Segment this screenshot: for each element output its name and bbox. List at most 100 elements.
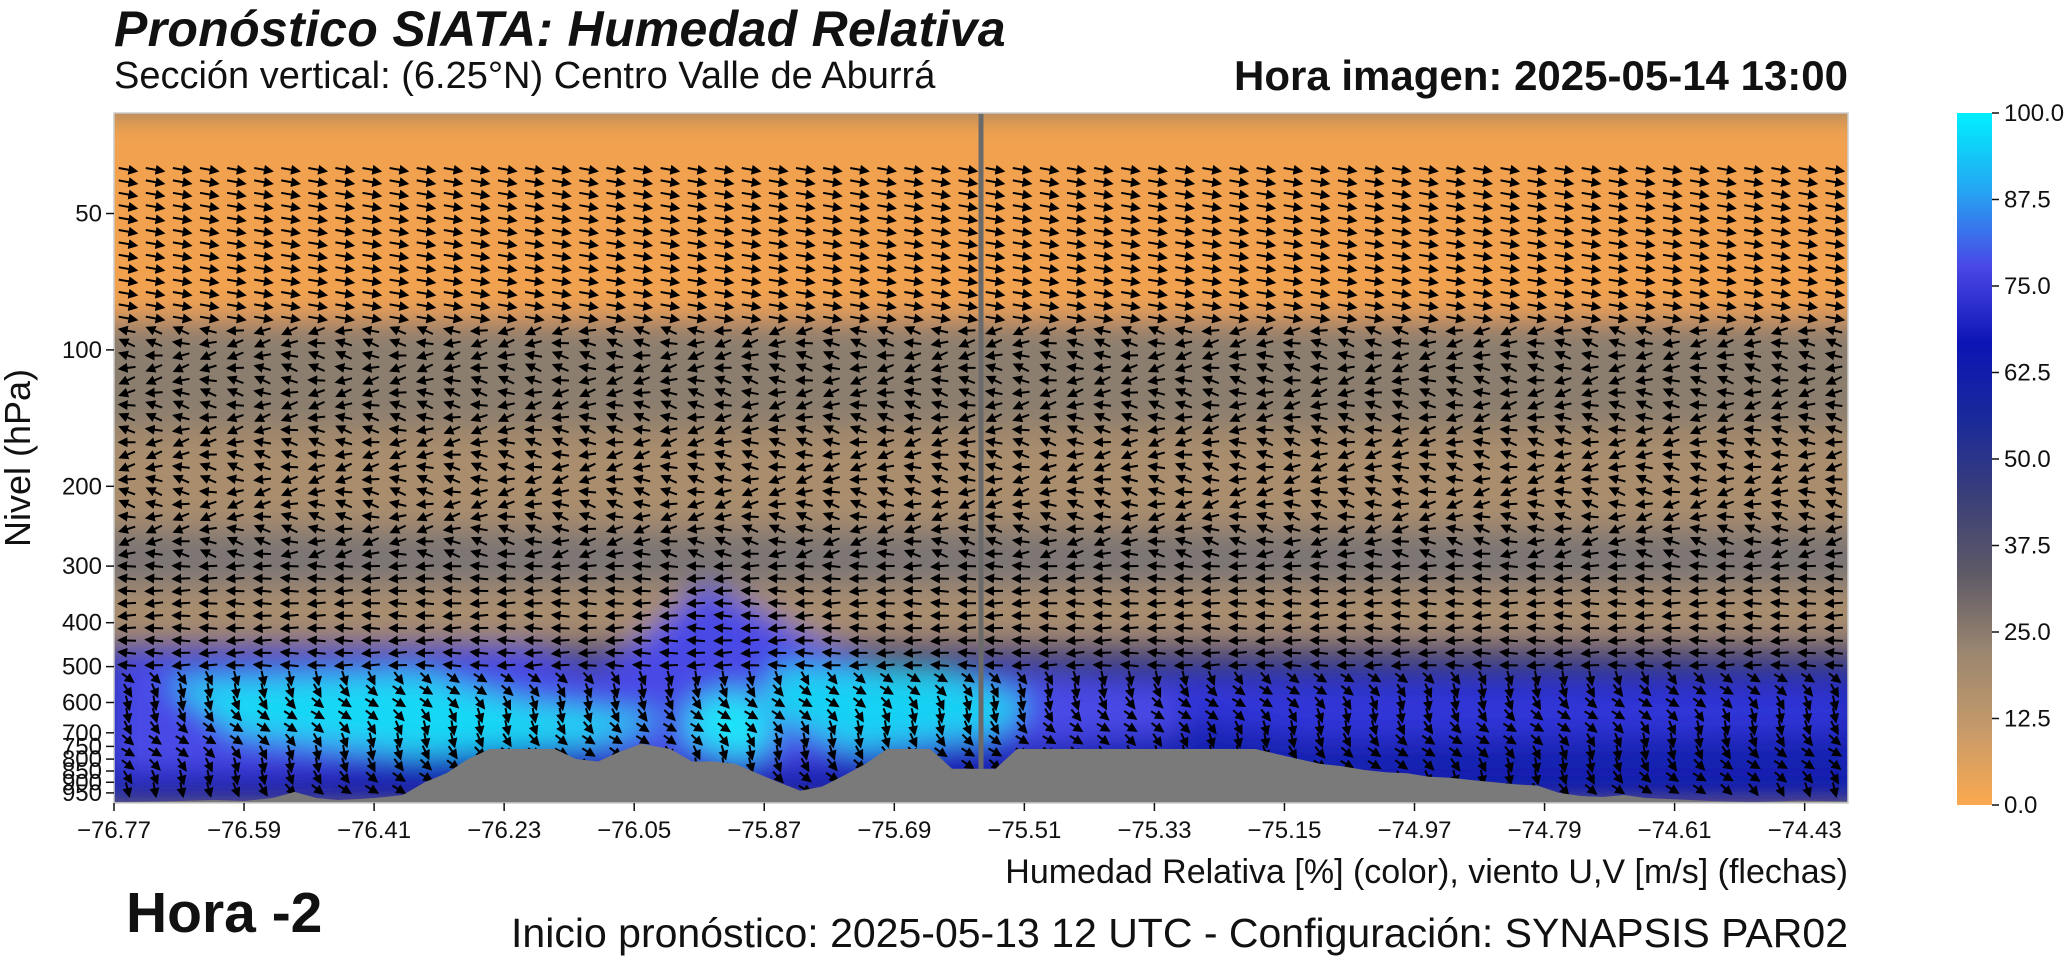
wind-arrow <box>1499 424 1518 435</box>
wind-arrow <box>226 524 244 534</box>
wind-arrow <box>1146 561 1166 572</box>
wind-arrow <box>172 437 190 447</box>
wind-arrow <box>1688 623 1708 634</box>
wind-arrow <box>145 164 166 175</box>
wind-arrow <box>1796 635 1816 646</box>
wind-arrow <box>117 610 137 621</box>
wind-arrow <box>148 747 163 757</box>
wind-arrow <box>1119 635 1139 646</box>
wind-arrow <box>1309 635 1329 646</box>
wind-arrow <box>118 313 139 324</box>
wind-arrow <box>1309 585 1329 596</box>
wind-arrow <box>1363 635 1383 646</box>
wind-arrow <box>254 288 274 299</box>
wind-arrow <box>1092 660 1112 671</box>
wind-arrow <box>118 536 136 546</box>
wind-arrow <box>226 251 247 262</box>
wind-arrow <box>1038 647 1058 658</box>
wind-arrow <box>1255 623 1275 634</box>
wind-arrow <box>145 251 166 262</box>
wind-arrow <box>875 586 895 596</box>
wind-arrow <box>203 670 213 686</box>
wind-arrow <box>118 462 136 472</box>
wind-arrow <box>226 375 244 385</box>
wind-arrow <box>335 288 356 299</box>
wind-arrow <box>1553 325 1572 336</box>
x-tick-label: −75.51 <box>987 817 1061 844</box>
wind-arrow <box>145 536 163 547</box>
wind-arrow <box>176 695 187 712</box>
wind-arrow <box>523 647 543 658</box>
wind-arrow <box>577 660 597 671</box>
wind-arrow <box>172 511 190 522</box>
wind-arrow <box>1824 585 1843 596</box>
wind-arrow <box>334 412 353 423</box>
wind-arrow <box>144 610 164 621</box>
wind-arrow <box>306 561 326 572</box>
wind-arrow <box>308 313 329 324</box>
wind-arrow <box>175 747 190 758</box>
wind-arrow <box>767 561 787 572</box>
wind-arrow <box>605 400 624 411</box>
wind-arrow <box>253 511 272 522</box>
wind-arrow <box>230 769 241 786</box>
wind-arrow <box>253 425 272 435</box>
wind-arrow <box>335 301 356 312</box>
wind-arrow <box>496 660 516 671</box>
wind-arrow <box>281 313 301 324</box>
wind-arrow <box>226 189 247 200</box>
wind-arrow <box>1200 635 1220 646</box>
wind-arrow <box>199 325 217 336</box>
wind-arrow <box>333 623 353 634</box>
wind-arrow <box>199 474 217 485</box>
wind-arrow <box>198 598 218 609</box>
wind-arrow <box>415 499 434 510</box>
wind-arrow <box>1255 573 1275 584</box>
wind-arrow <box>230 695 241 711</box>
wind-arrow <box>254 189 274 200</box>
wind-arrow <box>1417 647 1437 658</box>
wind-arrow <box>226 301 247 312</box>
wind-arrow <box>631 635 651 646</box>
wind-arrow <box>686 635 706 646</box>
wind-arrow <box>311 697 325 709</box>
wind-arrow <box>1444 561 1464 572</box>
wind-arrow <box>312 670 322 687</box>
wind-arrow <box>199 276 220 287</box>
wind-arrow <box>767 598 787 609</box>
wind-arrow <box>171 598 191 609</box>
wind-arrow <box>122 770 133 785</box>
wind-arrow <box>604 610 624 621</box>
wind-arrow <box>1391 536 1409 547</box>
wind-arrow <box>253 437 272 448</box>
wind-arrow <box>849 474 868 485</box>
wind-arrow <box>281 264 301 274</box>
wind-arrow <box>335 239 356 250</box>
wind-arrow <box>280 536 299 547</box>
wind-arrow <box>253 375 271 385</box>
wind-arrow <box>604 647 624 658</box>
wind-arrow <box>307 363 325 373</box>
wind-arrow <box>1770 338 1789 349</box>
wind-arrow <box>281 202 301 212</box>
wind-arrow <box>199 226 220 237</box>
wind-arrow <box>226 536 244 546</box>
wind-arrow <box>312 770 322 785</box>
wind-arrow <box>1390 623 1410 634</box>
wind-arrow <box>253 499 271 509</box>
wind-arrow <box>117 660 137 671</box>
wind-arrow <box>198 412 217 423</box>
wind-arrow <box>1038 412 1057 423</box>
wind-arrow <box>1472 511 1491 522</box>
wind-arrow <box>285 757 295 774</box>
wind-arrow <box>199 251 220 262</box>
wind-arrow <box>1444 598 1464 609</box>
wind-arrow <box>308 437 325 447</box>
wind-arrow <box>281 164 301 175</box>
wind-arrow <box>1011 623 1031 634</box>
wind-arrow <box>1282 647 1302 658</box>
wind-arrow <box>280 338 299 348</box>
wind-arrow <box>1689 400 1708 411</box>
y-tick-label: 100 <box>62 337 102 364</box>
wind-arrow <box>198 573 218 584</box>
